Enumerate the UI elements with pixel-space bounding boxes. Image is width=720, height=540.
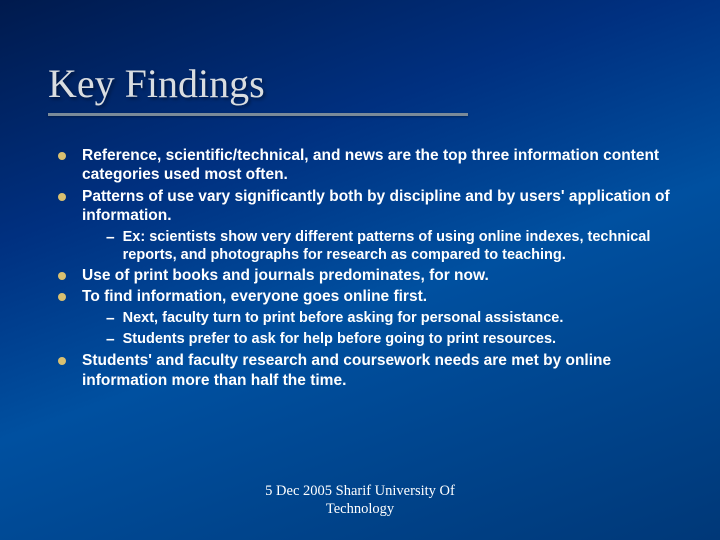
bullet-text: Students' and faculty research and cours… [82,351,672,390]
bullet-dot-icon [58,152,66,160]
footer: 5 Dec 2005 Sharif University Of Technolo… [0,483,720,518]
dash-icon: – [106,228,115,247]
bullet-item: Students' and faculty research and cours… [48,351,672,390]
page-title: Key Findings [48,60,672,107]
sub-bullet-text: Ex: scientists show very different patte… [123,228,672,264]
bullet-item: Use of print books and journals predomin… [48,266,672,285]
title-underline [48,113,468,116]
sub-bullet-item: – Next, faculty turn to print before ask… [48,309,672,328]
slide: Key Findings Reference, scientific/techn… [0,0,720,540]
content-body: Reference, scientific/technical, and new… [48,146,672,390]
bullet-text: To find information, everyone goes onlin… [82,287,672,306]
bullet-dot-icon [58,272,66,280]
bullet-text: Patterns of use vary significantly both … [82,187,672,226]
dash-icon: – [106,309,115,328]
dash-icon: – [106,330,115,349]
bullet-text: Use of print books and journals predomin… [82,266,672,285]
bullet-item: Patterns of use vary significantly both … [48,187,672,226]
sub-bullet-text: Next, faculty turn to print before askin… [123,309,672,327]
footer-line: 5 Dec 2005 Sharif University Of [0,483,720,500]
bullet-dot-icon [58,357,66,365]
bullet-text: Reference, scientific/technical, and new… [82,146,672,185]
bullet-item: Reference, scientific/technical, and new… [48,146,672,185]
bullet-dot-icon [58,193,66,201]
footer-line: Technology [0,501,720,518]
sub-bullet-item: – Ex: scientists show very different pat… [48,228,672,264]
bullet-item: To find information, everyone goes onlin… [48,287,672,306]
sub-bullet-text: Students prefer to ask for help before g… [123,330,672,348]
sub-bullet-item: – Students prefer to ask for help before… [48,330,672,349]
bullet-dot-icon [58,293,66,301]
